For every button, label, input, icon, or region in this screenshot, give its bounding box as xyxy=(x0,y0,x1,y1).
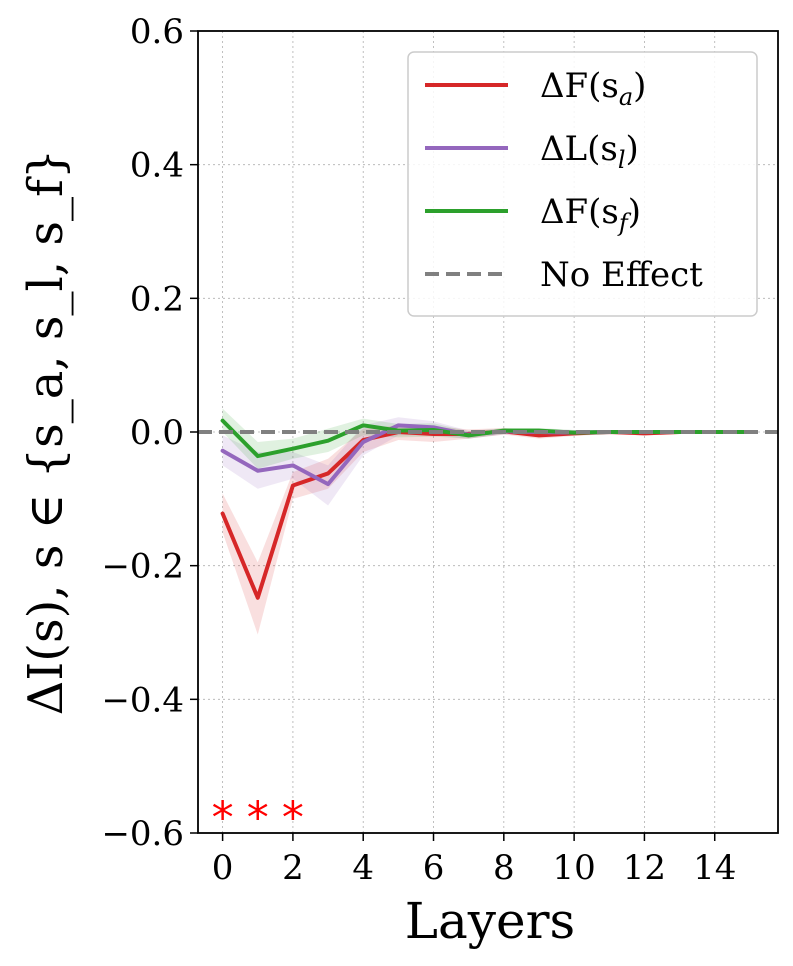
y-tick-label: −0.2 xyxy=(101,547,184,587)
significance-markers: * * * xyxy=(212,792,304,843)
confidence-bands xyxy=(223,409,750,635)
y-tick-label: 0.4 xyxy=(130,146,184,186)
x-tick-label: 14 xyxy=(693,848,736,888)
series-lines xyxy=(223,421,750,598)
legend: ΔF(sa)ΔL(sl)ΔF(sf)No Effect xyxy=(408,52,757,316)
line-chart: * * * 0 2 4 6 8 10 12 14 −0.6 −0.4 −0.2 0.0 0.2 0.4 0.6… xyxy=(0,0,793,966)
y-tick-label: 0.0 xyxy=(130,413,184,453)
x-tick-label: 4 xyxy=(352,848,374,888)
y-axis-label: ΔI(s), s ∈ {s_a, s_l, s_f} xyxy=(18,149,74,716)
x-tick-label: 2 xyxy=(282,848,304,888)
x-tick-label: 0 xyxy=(212,848,234,888)
y-tick-label: 0.2 xyxy=(130,279,184,319)
x-tick-label: 6 xyxy=(423,848,445,888)
x-tick-label: 12 xyxy=(623,848,666,888)
y-tick-label: −0.6 xyxy=(101,814,184,854)
x-tick-label: 8 xyxy=(493,848,515,888)
x-tick-label: 10 xyxy=(552,848,595,888)
y-tick-label: 0.6 xyxy=(130,12,184,52)
y-tick-label: −0.4 xyxy=(101,680,184,720)
legend-label: No Effect xyxy=(540,255,703,295)
y-axis-ticks: −0.6 −0.4 −0.2 0.0 0.2 0.4 0.6 xyxy=(101,12,198,854)
significance-star: * xyxy=(247,792,269,843)
x-axis-label: Layers xyxy=(405,892,575,950)
